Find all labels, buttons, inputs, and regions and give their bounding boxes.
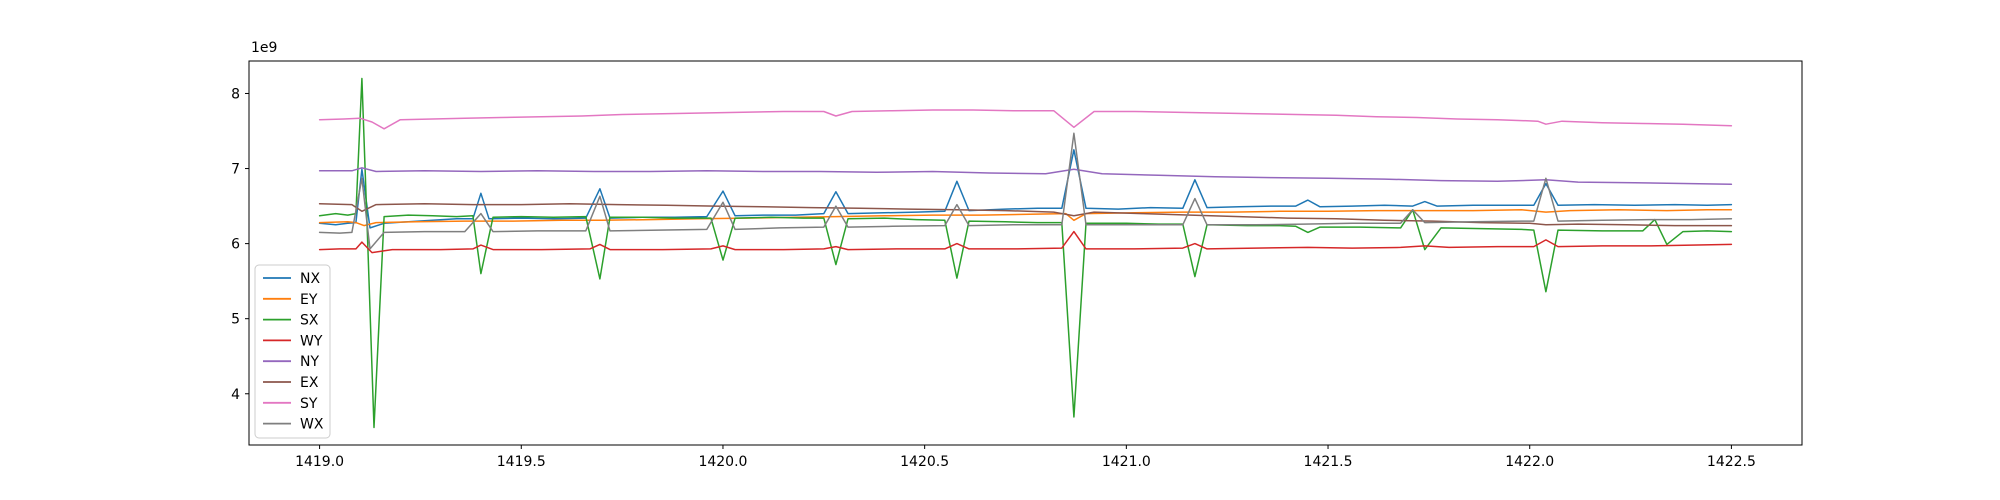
- legend-label-SX: SX: [300, 313, 319, 329]
- x-tick-label: 1421.5: [1304, 454, 1353, 470]
- y-tick-label: 7: [231, 162, 240, 178]
- series-line-NX: [318, 149, 1733, 229]
- legend-label-SY: SY: [300, 396, 318, 412]
- x-tick-label: 1420.5: [900, 454, 949, 470]
- legend-label-NX: NX: [300, 271, 320, 287]
- y-tick-label: 4: [231, 387, 240, 403]
- series-line-WY: [318, 230, 1733, 254]
- y-axis-offset-label: 1e9: [251, 40, 277, 56]
- legend-label-WX: WX: [300, 417, 324, 433]
- legend-label-NY: NY: [300, 354, 319, 370]
- plot-area: [249, 61, 1802, 445]
- axes-spines: [248, 60, 1803, 446]
- legend-label-EX: EX: [300, 375, 319, 391]
- series-line-EY: [318, 209, 1733, 227]
- legend-box: [254, 264, 331, 439]
- series-line-NY: [318, 167, 1733, 186]
- series-line-SX: [318, 77, 1733, 429]
- legend-label-EY: EY: [300, 292, 318, 308]
- y-tick-label: 6: [231, 237, 240, 253]
- x-tick-label: 1419.0: [295, 454, 344, 470]
- series-line-WX: [318, 132, 1733, 250]
- x-tick-label: 1419.5: [497, 454, 546, 470]
- y-tick-label: 8: [231, 86, 240, 102]
- x-tick-label: 1421.0: [1102, 454, 1151, 470]
- legend-label-WY: WY: [300, 333, 323, 349]
- series-line-EX: [318, 203, 1733, 227]
- x-tick-label: 1422.0: [1505, 454, 1554, 470]
- x-tick-label: 1422.5: [1707, 454, 1756, 470]
- x-tick-label: 1420.0: [698, 454, 747, 470]
- series-line-SY: [318, 109, 1733, 130]
- y-tick-label: 5: [231, 312, 240, 328]
